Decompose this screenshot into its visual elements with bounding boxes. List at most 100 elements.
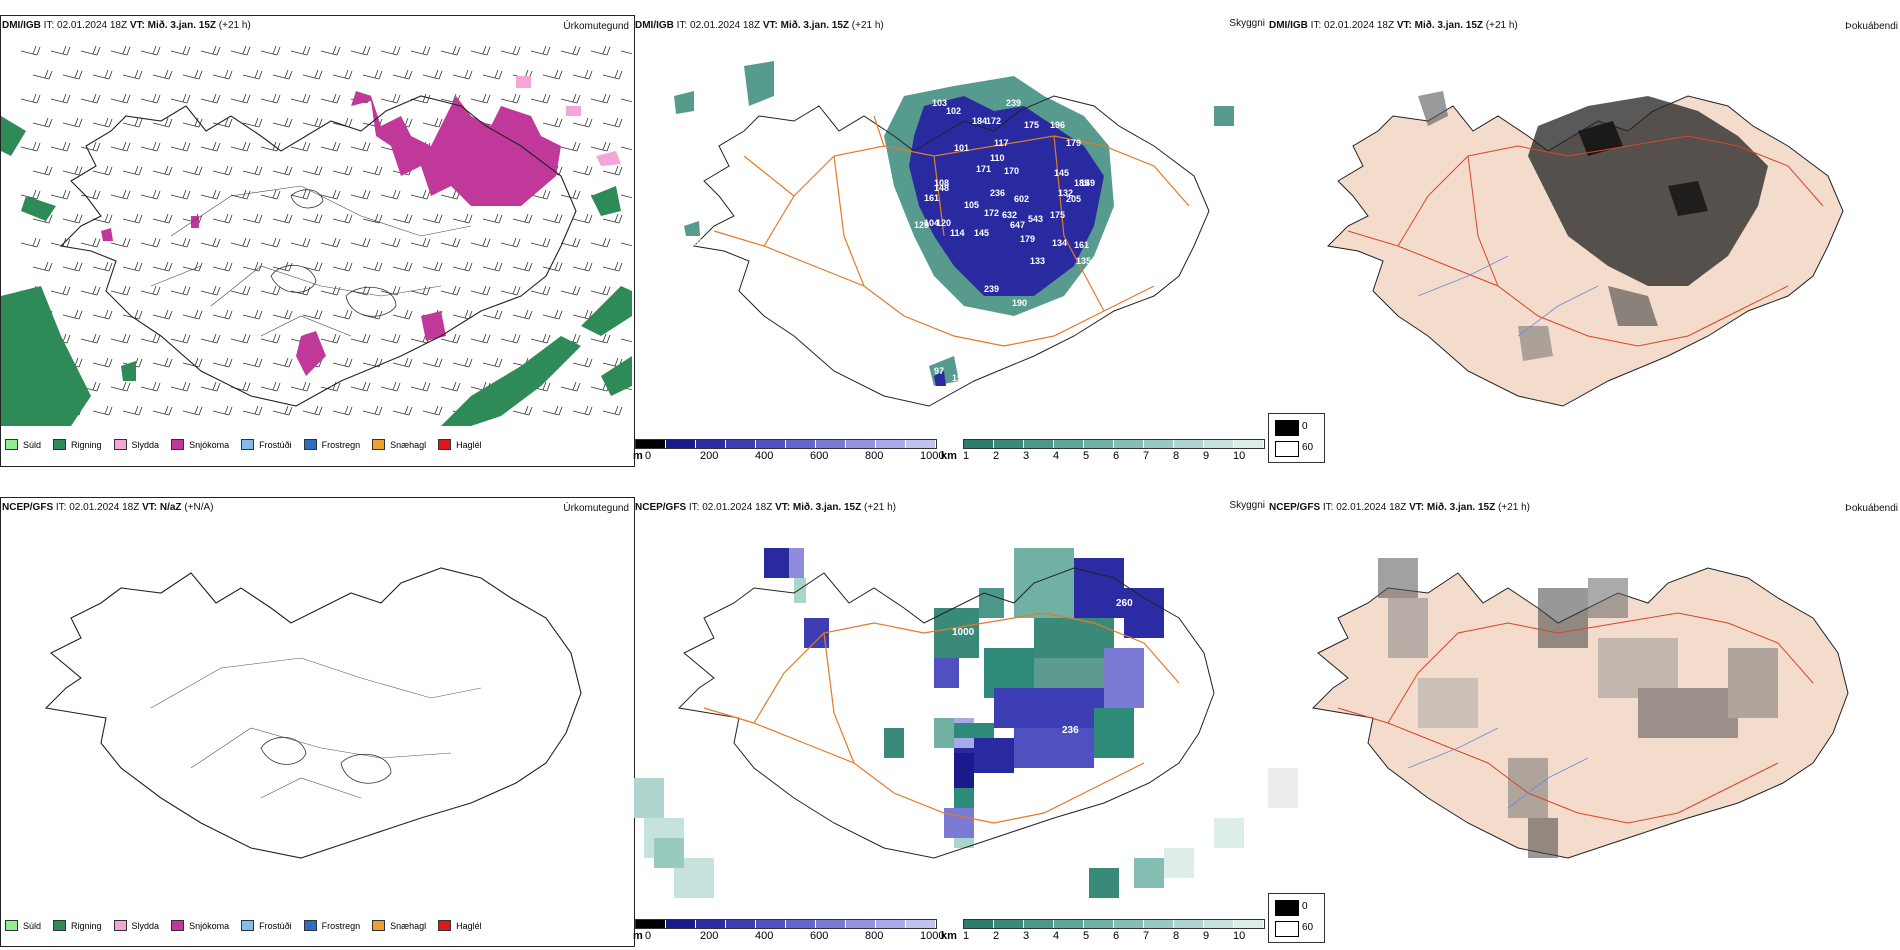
- wind-barb: [230, 333, 251, 344]
- iceland-outline: [44, 567, 582, 859]
- wind-barb: [332, 309, 353, 320]
- fog-shading: [1418, 91, 1768, 361]
- header-text: NCEP/GFS IT: 02.01.2024 18Z VT: N/aZ (+N…: [2, 502, 214, 513]
- wind-barb: [80, 141, 101, 152]
- legend-item: Frostregn: [303, 439, 360, 450]
- wind-barb: [422, 405, 443, 416]
- wind-barb: [560, 381, 581, 392]
- wind-barb: [530, 237, 551, 248]
- wind-barb: [332, 165, 353, 176]
- cloud-value-label: 150: [1026, 320, 1041, 330]
- legend-label: Slydda: [131, 920, 160, 931]
- map-dmi-precip: [1, 45, 632, 426]
- iceland-outline: [59, 95, 577, 407]
- scale-tick-km: 7: [1143, 450, 1150, 462]
- wind-barb: [260, 333, 281, 344]
- legend-label: Súld: [23, 920, 42, 931]
- wind-barb: [32, 165, 53, 176]
- wind-barb: [380, 189, 401, 200]
- map-ncep-precip: [44, 567, 582, 859]
- wind-barb: [62, 117, 83, 128]
- map-ncep-cloud: 1000 260 279 402 236: [634, 548, 1244, 898]
- scale-unit-km: km: [941, 450, 957, 462]
- cloud-value-label: 104: [924, 218, 939, 228]
- wind-barb: [332, 357, 353, 368]
- wind-barb: [20, 45, 41, 56]
- wind-barb: [362, 261, 383, 272]
- wind-barb: [122, 165, 143, 176]
- wind-barb: [470, 333, 491, 344]
- legend-item: Snjókoma: [171, 439, 229, 450]
- wind-barb: [302, 165, 323, 176]
- wind-barb: [590, 333, 611, 344]
- panel-title: Skyggni: [1229, 500, 1265, 511]
- cloud-value-label: 175: [1024, 120, 1039, 130]
- wind-barb: [530, 189, 551, 200]
- legend-swatch: [5, 920, 18, 931]
- wind-barb: [170, 237, 191, 248]
- road-network: [703, 612, 1180, 824]
- legend-swatch: [241, 920, 255, 931]
- legend-item: Súld: [5, 920, 41, 931]
- wind-barb: [590, 285, 611, 296]
- panel-dmi-precip-type: [0, 15, 635, 467]
- wind-barb: [110, 285, 131, 296]
- wind-barb: [272, 69, 293, 80]
- scale-tick-m: 600: [810, 930, 829, 942]
- wind-barb: [320, 189, 341, 200]
- wind-barb: [260, 381, 281, 392]
- legend-swatch: [53, 920, 67, 931]
- wind-barb: [620, 242, 632, 247]
- scale-bar-km: [963, 919, 1265, 929]
- wind-barb: [482, 309, 503, 320]
- wind-barb: [212, 117, 233, 128]
- wind-barb: [602, 117, 623, 128]
- legend-item: Slydda: [113, 439, 159, 450]
- wind-barb: [62, 165, 83, 176]
- scale-bar-km: [963, 439, 1265, 449]
- rivers: [1417, 255, 1599, 337]
- wind-barb: [422, 261, 443, 272]
- cloud-value-label: 190: [1012, 298, 1027, 308]
- cloud-value-label: 1000: [952, 627, 975, 638]
- legend-item: Frostregn: [303, 920, 360, 931]
- wind-barb: [572, 405, 593, 416]
- cloud-value-label: 97: [934, 366, 944, 376]
- legend-item: Snjókoma: [171, 920, 229, 931]
- wind-barb: [230, 285, 251, 296]
- wind-barb: [572, 69, 593, 80]
- wind-barb: [380, 45, 401, 56]
- scale-tick-m: 0: [645, 930, 652, 942]
- scale-tick-m: 1000: [920, 450, 945, 462]
- wind-barb: [230, 141, 251, 152]
- wind-barb: [422, 357, 443, 368]
- header-text: NCEP/GFS IT: 02.01.2024 18Z VT: Mið. 3.j…: [635, 502, 896, 513]
- wind-barb: [62, 69, 83, 80]
- wind-barb: [182, 357, 203, 368]
- wind-barb: [122, 309, 143, 320]
- fog-scale: 0 60: [1268, 893, 1325, 943]
- iceland-outline: [692, 95, 1210, 407]
- wind-barb: [470, 237, 491, 248]
- wind-barb: [140, 285, 161, 296]
- wind-barb: [362, 405, 383, 416]
- wind-barb: [380, 333, 401, 344]
- cloud-value-label: 110: [990, 153, 1005, 163]
- cloud-value-label: 172: [984, 208, 999, 218]
- wind-barb: [290, 189, 311, 200]
- wind-barb: [302, 261, 323, 272]
- scale-tick-m: 200: [700, 450, 719, 462]
- wind-barb: [440, 381, 461, 392]
- scale-tick-m: 200: [700, 930, 719, 942]
- wind-barb: [290, 141, 311, 152]
- cloud-value-label: 161: [1074, 240, 1089, 250]
- legend-label: Frostúði: [259, 439, 292, 450]
- wind-barb: [590, 141, 611, 152]
- scale-tick-km: 5: [1083, 450, 1090, 462]
- cloud-value-label: 148: [934, 183, 949, 193]
- wind-barb: [620, 194, 632, 199]
- wind-barb: [290, 237, 311, 248]
- wind-barb: [152, 405, 173, 416]
- wind-barb: [122, 261, 143, 272]
- wind-barb: [80, 333, 101, 344]
